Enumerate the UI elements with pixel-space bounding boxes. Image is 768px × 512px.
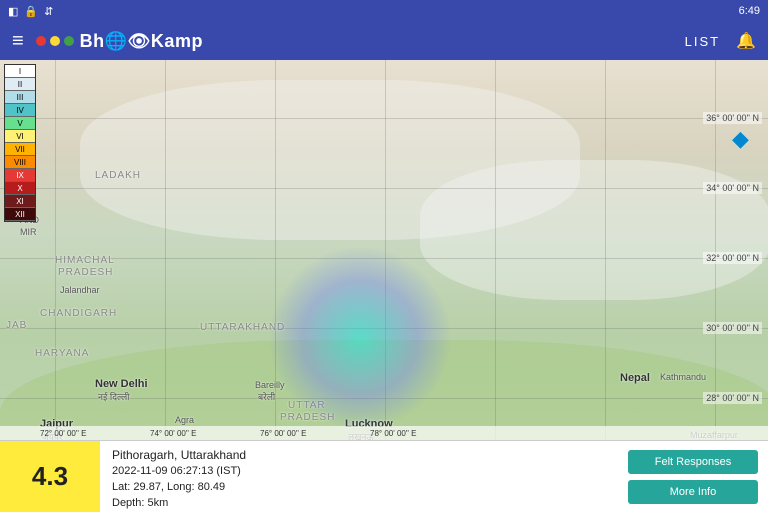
place-label: Agra	[175, 415, 194, 425]
intensity-VII: VII	[5, 143, 35, 156]
place-label: Kathmandu	[660, 372, 706, 382]
action-buttons: Felt Responses More Info	[618, 441, 768, 512]
list-view-button[interactable]: LIST	[685, 34, 720, 49]
place-label: JAB	[6, 320, 27, 331]
status-time: 6:49	[739, 5, 760, 17]
lat-label: 34° 00' 00'' N	[703, 182, 762, 194]
app-bar: ≡ Bh🌐👁Kamp LIST 🔔	[0, 22, 768, 60]
magnitude-value: 4.3	[0, 441, 100, 512]
intensity-VIII: VIII	[5, 156, 35, 169]
lat-label: 28° 00' 00'' N	[703, 392, 762, 404]
event-time: 2022-11-09 06:27:13 (IST)	[112, 464, 606, 480]
event-location: Pithoragarh, Uttarakhand	[112, 447, 606, 464]
place-label: LADAKH	[95, 170, 141, 181]
lon-label: 78° 00' 00'' E	[370, 429, 416, 438]
place-label: नई दिल्ली	[98, 390, 130, 403]
layers-icon[interactable]: ◆	[732, 126, 758, 152]
sync-icon: ⇵	[44, 5, 53, 18]
status-icon: ◧	[8, 5, 18, 18]
logo-dot-green	[64, 36, 74, 46]
event-depth: Depth: 5km	[112, 496, 606, 512]
intensity-VI: VI	[5, 130, 35, 143]
lat-label: 32° 00' 00'' N	[703, 252, 762, 264]
event-coords: Lat: 29.87, Long: 80.49	[112, 480, 606, 496]
logo-dot-yellow	[50, 36, 60, 46]
logo-dot-red	[36, 36, 46, 46]
place-label: Bareilly	[255, 380, 285, 390]
intensity-I: I	[5, 65, 35, 78]
status-bar: ◧ 🔒 ⇵ 6:49	[0, 0, 768, 22]
intensity-IV: IV	[5, 104, 35, 117]
alert-bell-icon[interactable]: 🔔	[736, 31, 756, 51]
app-logo	[36, 36, 74, 46]
place-label: PRADESH	[58, 267, 113, 278]
place-label: New Delhi	[95, 378, 148, 390]
place-label: UTTAR	[288, 400, 326, 411]
intensity-XII: XII	[5, 208, 35, 221]
status-right: 6:49	[739, 5, 760, 17]
place-label: HARYANA	[35, 348, 89, 359]
place-label: बरेली	[258, 390, 275, 403]
place-label: MIR	[20, 227, 37, 237]
intensity-II: II	[5, 78, 35, 91]
app-title: Bh🌐👁Kamp	[80, 31, 685, 52]
intensity-XI: XI	[5, 195, 35, 208]
event-info-panel: 4.3 Pithoragarh, Uttarakhand 2022-11-09 …	[0, 440, 768, 512]
intensity-V: V	[5, 117, 35, 130]
lat-label: 30° 00' 00'' N	[703, 322, 762, 334]
place-label: PRADESH	[280, 412, 335, 423]
more-info-button[interactable]: More Info	[628, 480, 758, 504]
lon-label: 74° 00' 00'' E	[150, 429, 196, 438]
status-icons-left: ◧ 🔒 ⇵	[8, 5, 53, 18]
lock-icon: 🔒	[24, 5, 38, 18]
intensity-III: III	[5, 91, 35, 104]
intensity-X: X	[5, 182, 35, 195]
menu-icon[interactable]: ≡	[12, 30, 24, 53]
lon-label: 76° 00' 00'' E	[260, 429, 306, 438]
lat-label: 36° 00' 00'' N	[703, 112, 762, 124]
intensity-IX: IX	[5, 169, 35, 182]
intensity-scale: IIIIIIIVVVIVIIVIIIIXXXIXII	[4, 64, 36, 222]
place-label: UTTARAKHAND	[200, 322, 285, 333]
place-label: CHANDIGARH	[40, 308, 117, 319]
lon-label: 72° 00' 00'' E	[40, 429, 86, 438]
felt-responses-button[interactable]: Felt Responses	[628, 450, 758, 474]
lon-labels: 72° 00' 00'' E 74° 00' 00'' E 76° 00' 00''…	[0, 426, 768, 440]
place-label: Nepal	[620, 372, 650, 384]
place-label: Jalandhar	[60, 285, 100, 295]
event-details: Pithoragarh, Uttarakhand 2022-11-09 06:2…	[100, 441, 618, 512]
place-label: HIMACHAL	[55, 255, 115, 266]
